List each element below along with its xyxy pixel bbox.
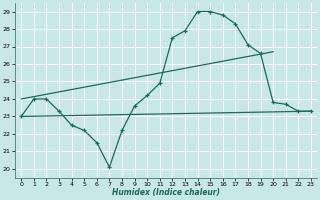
X-axis label: Humidex (Indice chaleur): Humidex (Indice chaleur) <box>112 188 220 197</box>
